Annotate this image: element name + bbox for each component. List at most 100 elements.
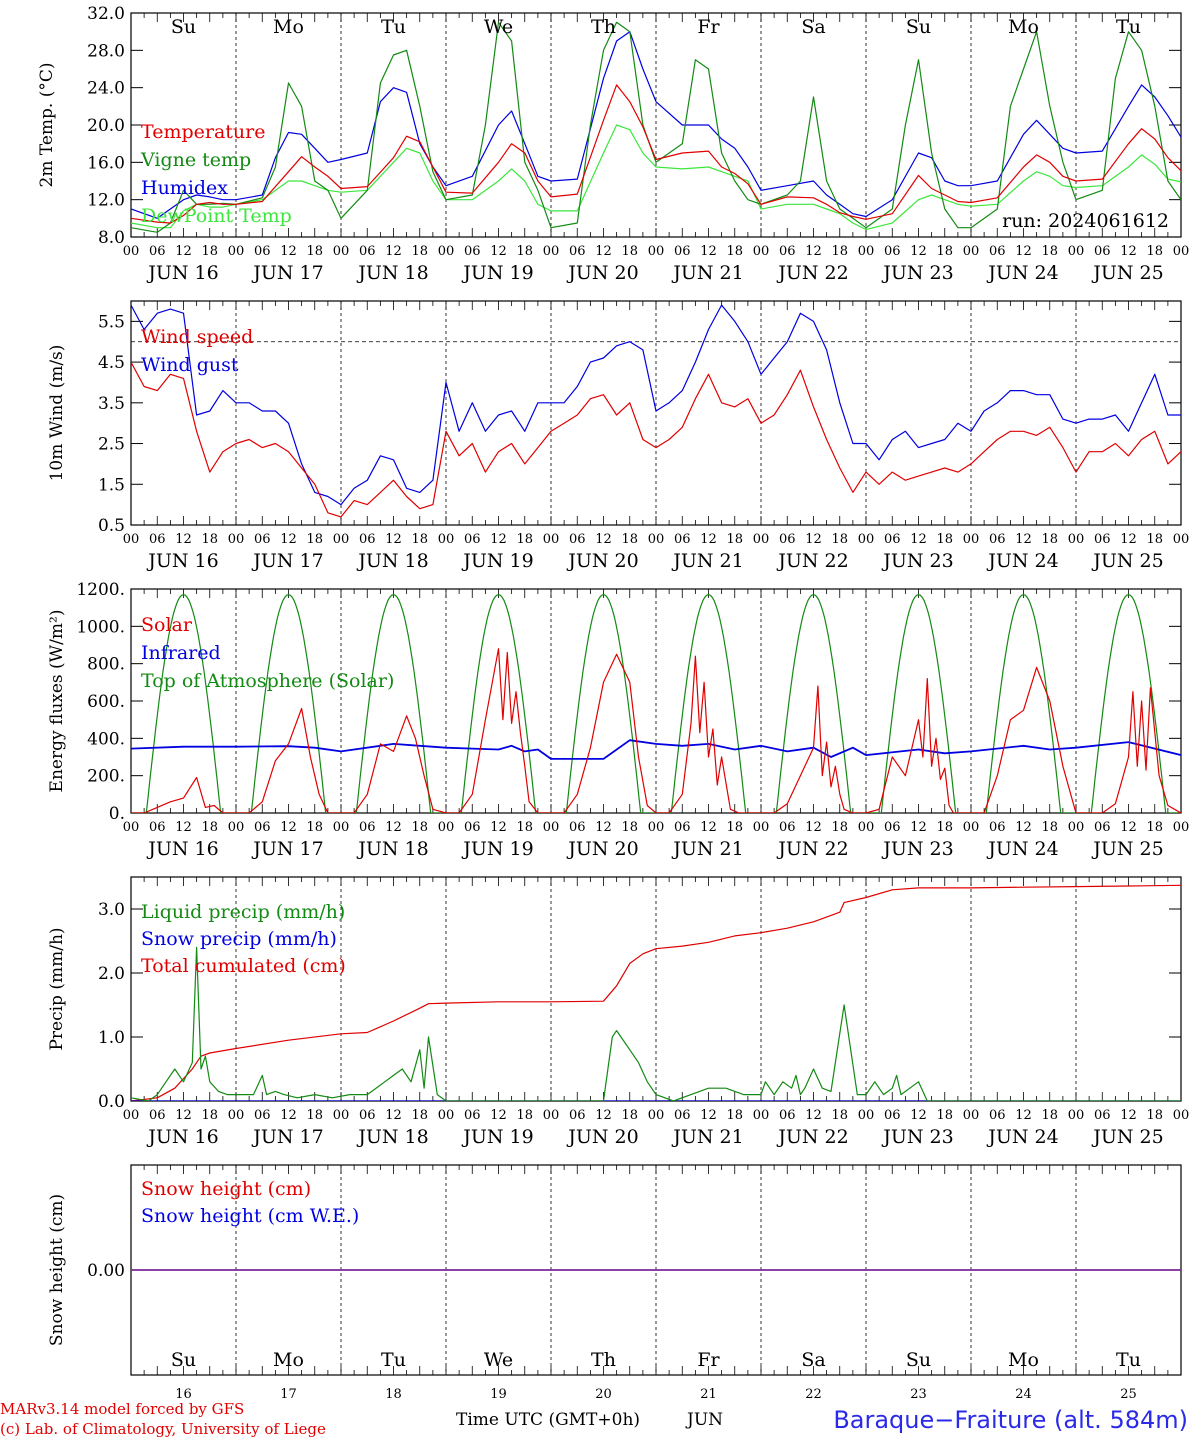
weekday-label: Mo xyxy=(273,16,304,38)
hour-tick-label: 00 xyxy=(753,532,770,547)
hour-tick-label: 06 xyxy=(149,1108,166,1123)
hour-tick-label: 18 xyxy=(516,244,533,259)
hour-tick-label: 06 xyxy=(1094,244,1111,259)
hour-tick-label: 12 xyxy=(280,532,297,547)
day-label: JUN 19 xyxy=(461,1126,533,1148)
day-label: JUN 23 xyxy=(881,550,953,572)
hour-tick-label: 00 xyxy=(858,532,875,547)
panel-wind: 0.5 1.5 2.5 3.5 4.5 5.5 10m Wind (m/s) Wind spe… xyxy=(47,300,1189,572)
station-name: Baraque−Fraiture (alt. 584m) xyxy=(833,1406,1188,1434)
hour-tick-label: 06 xyxy=(779,532,796,547)
legend-entry: Snow height (cm) xyxy=(141,1178,311,1200)
hour-tick-label: 00 xyxy=(543,1108,560,1123)
hour-tick-label: 00 xyxy=(438,532,455,547)
hour-tick-label: 12 xyxy=(805,820,822,835)
day-label: JUN 17 xyxy=(251,1126,323,1148)
legend-entry: Snow precip (mm/h) xyxy=(141,928,337,950)
hour-tick-label: 18 xyxy=(306,244,323,259)
hour-tick-label: 06 xyxy=(359,532,376,547)
hour-tick-label: 06 xyxy=(254,820,271,835)
hour-tick-label: 00 xyxy=(963,1108,980,1123)
y-tick-label: 0.00 xyxy=(87,1261,125,1281)
hour-tick-label: 18 xyxy=(726,244,743,259)
y-tick-label: 800. xyxy=(87,655,125,675)
hour-tick-label: 06 xyxy=(674,820,691,835)
hour-tick-label: 18 xyxy=(936,244,953,259)
hour-tick-label: 18 xyxy=(1146,532,1163,547)
hour-tick-label: 12 xyxy=(1015,532,1032,547)
hour-tick-label: 18 xyxy=(1146,1108,1163,1123)
legend-entry: Solar xyxy=(141,614,193,636)
hour-tick-label: 06 xyxy=(779,244,796,259)
legend-entry: Liquid precip (mm/h) xyxy=(141,901,345,923)
legend-entry: Total cumulated (cm) xyxy=(141,955,346,977)
day-label: JUN 25 xyxy=(1091,838,1163,860)
hour-tick-label: 06 xyxy=(569,1108,586,1123)
hour-tick-label: 00 xyxy=(333,820,350,835)
hour-tick-label: 12 xyxy=(1015,1108,1032,1123)
weekday-label: Th xyxy=(591,16,616,38)
hour-tick-label: 06 xyxy=(779,1108,796,1123)
y-tick-label: 16.0 xyxy=(87,153,125,173)
hour-tick-label: 12 xyxy=(700,532,717,547)
hour-tick-label: 18 xyxy=(411,532,428,547)
day-label: JUN 21 xyxy=(671,550,743,572)
day-label: JUN 24 xyxy=(986,262,1058,284)
hour-tick-label: 12 xyxy=(280,820,297,835)
weekday-label: Tu xyxy=(1116,16,1141,38)
hour-tick-label: 12 xyxy=(490,532,507,547)
day-label: JUN 16 xyxy=(146,550,218,572)
panel-precip: 0.0 1.0 2.0 3.0 Precip (mm/h) Liquid precip (… xyxy=(47,876,1189,1148)
hour-tick-label: 00 xyxy=(1068,532,1085,547)
hour-tick-label: 12 xyxy=(595,244,612,259)
footer-model-credit: MARv3.14 model forced by GFS xyxy=(0,1400,244,1418)
hour-tick-label: 12 xyxy=(1120,532,1137,547)
hour-tick-label: 06 xyxy=(254,1108,271,1123)
day-number-label: 16 xyxy=(175,1387,192,1402)
hour-tick-label: 00 xyxy=(1173,820,1190,835)
hour-tick-label: 06 xyxy=(674,532,691,547)
day-label: JUN 18 xyxy=(356,262,428,284)
hour-tick-label: 12 xyxy=(595,820,612,835)
hour-tick-label: 06 xyxy=(149,532,166,547)
y-tick-label: 2.0 xyxy=(98,964,125,984)
hour-tick-label: 18 xyxy=(516,1108,533,1123)
hour-tick-label: 12 xyxy=(910,1108,927,1123)
hour-tick-label: 06 xyxy=(989,820,1006,835)
hour-tick-label: 06 xyxy=(1094,1108,1111,1123)
day-label: JUN 25 xyxy=(1091,1126,1163,1148)
footer-lab-credit: (c) Lab. of Climatology, University of L… xyxy=(0,1420,326,1438)
hour-tick-label: 06 xyxy=(884,244,901,259)
hour-tick-label: 06 xyxy=(884,532,901,547)
series-line xyxy=(131,31,1181,219)
hour-tick-label: 18 xyxy=(1041,532,1058,547)
hour-tick-label: 00 xyxy=(228,244,245,259)
hour-tick-label: 12 xyxy=(490,244,507,259)
run-label: run: 2024061612 xyxy=(1002,210,1169,232)
day-label: JUN 19 xyxy=(461,838,533,860)
hour-tick-label: 12 xyxy=(280,244,297,259)
hour-tick-label: 18 xyxy=(831,1108,848,1123)
hour-tick-label: 18 xyxy=(1041,820,1058,835)
y-tick-label: 12.0 xyxy=(87,191,125,211)
day-number-label: 23 xyxy=(910,1387,927,1402)
hour-tick-label: 18 xyxy=(831,820,848,835)
day-label: JUN 22 xyxy=(776,1126,848,1148)
day-label: JUN 22 xyxy=(776,262,848,284)
hour-tick-label: 00 xyxy=(228,820,245,835)
y-tick-label: 200. xyxy=(87,767,125,787)
hour-tick-label: 12 xyxy=(910,244,927,259)
hour-tick-label: 12 xyxy=(910,532,927,547)
hour-tick-label: 18 xyxy=(936,820,953,835)
hour-tick-label: 06 xyxy=(464,820,481,835)
series-line xyxy=(131,884,1181,1101)
day-label: JUN 17 xyxy=(251,262,323,284)
series-line xyxy=(131,21,1181,233)
hour-tick-label: 06 xyxy=(359,1108,376,1123)
hour-tick-label: 00 xyxy=(438,244,455,259)
hour-tick-label: 00 xyxy=(438,1108,455,1123)
hour-tick-label: 06 xyxy=(464,532,481,547)
weekday-label: Su xyxy=(171,16,196,38)
hour-tick-label: 00 xyxy=(1068,820,1085,835)
